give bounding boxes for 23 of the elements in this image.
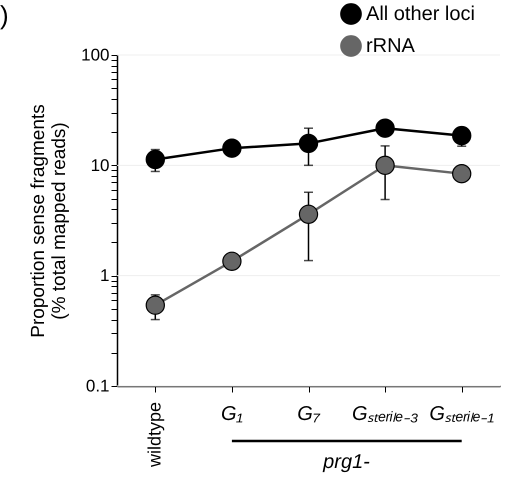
point bbox=[146, 150, 165, 170]
x-tick-label: Gₛₜₑᵣᵢₗₑ₋₁ bbox=[429, 403, 494, 425]
point bbox=[375, 118, 395, 138]
point bbox=[298, 134, 318, 154]
x-tick-label: Gₛₜₑᵣᵢₗₑ₋₃ bbox=[352, 403, 418, 425]
legend-label: rRNA bbox=[366, 35, 416, 57]
y-tick-label: 10 bbox=[90, 156, 110, 175]
y-axis-title: Proportion sense fragments (% total mapped reads) bbox=[28, 104, 70, 338]
x-tick-label: wildtype bbox=[144, 402, 164, 468]
legend-label: All other loci bbox=[366, 3, 475, 25]
point bbox=[222, 252, 242, 271]
point bbox=[146, 296, 165, 315]
point bbox=[375, 156, 395, 175]
point bbox=[452, 164, 472, 184]
text: prg1- bbox=[322, 451, 370, 473]
y-tick-label: 1 bbox=[100, 266, 110, 286]
y-tick-label: 100 bbox=[81, 46, 110, 64]
x-tick-label: G₇ bbox=[297, 403, 321, 425]
point bbox=[298, 204, 318, 224]
y-tick-label: 0.1 bbox=[86, 376, 110, 396]
text: ) bbox=[0, 0, 9, 30]
x-tick-label: G₁ bbox=[220, 403, 243, 425]
point bbox=[222, 138, 242, 158]
